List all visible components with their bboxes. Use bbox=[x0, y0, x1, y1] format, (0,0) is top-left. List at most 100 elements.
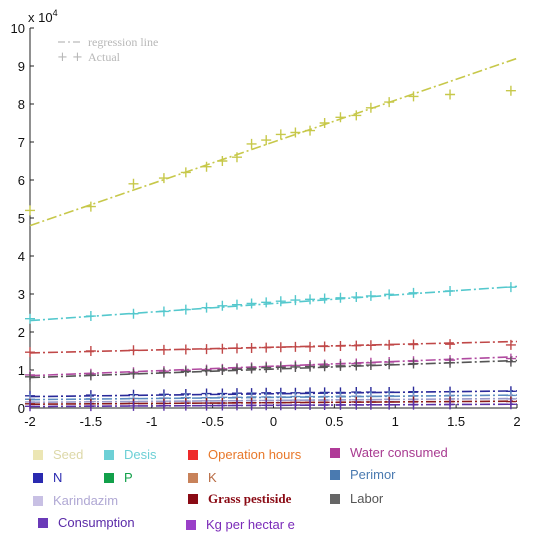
legend-label: P bbox=[124, 470, 133, 485]
series-seed bbox=[25, 57, 518, 227]
actual-point bbox=[85, 370, 96, 381]
regression-line bbox=[29, 57, 518, 227]
legend-label: Karindazim bbox=[53, 493, 119, 508]
legend-item-seed: Seed bbox=[33, 447, 83, 462]
actual-point bbox=[384, 359, 395, 370]
actual-point bbox=[275, 400, 286, 411]
actual-point bbox=[351, 292, 362, 303]
x-tick-label: -1.5 bbox=[80, 414, 102, 429]
actual-point bbox=[25, 313, 35, 324]
actual-point bbox=[445, 285, 456, 296]
actual-point bbox=[335, 399, 346, 410]
actual-point bbox=[505, 282, 516, 293]
y-multiplier-label: x 104 bbox=[28, 8, 58, 25]
actual-point bbox=[246, 400, 257, 411]
actual-point bbox=[201, 344, 212, 355]
actual-point bbox=[290, 361, 301, 372]
actual-point bbox=[231, 364, 242, 375]
actual-point bbox=[335, 112, 346, 123]
actual-point bbox=[246, 138, 257, 149]
actual-legend-label: Actual bbox=[88, 50, 121, 64]
regression-line bbox=[29, 403, 518, 408]
actual-point bbox=[231, 343, 242, 354]
actual-point bbox=[201, 161, 212, 172]
actual-point bbox=[384, 97, 395, 108]
legend-label: N bbox=[53, 470, 63, 485]
actual-point bbox=[365, 399, 376, 410]
actual-point bbox=[335, 341, 346, 352]
actual-point bbox=[180, 400, 191, 411]
actual-point bbox=[351, 110, 362, 121]
actual-point bbox=[305, 361, 316, 372]
actual-point bbox=[351, 360, 362, 371]
legend-item-consumption: Consumption bbox=[38, 515, 135, 530]
actual-point bbox=[445, 399, 456, 410]
actual-point bbox=[261, 400, 272, 411]
regression-line bbox=[29, 390, 518, 398]
actual-point bbox=[158, 367, 169, 378]
legend-label: Operation hours bbox=[208, 447, 302, 462]
actual-point bbox=[231, 152, 242, 163]
actual-point bbox=[384, 399, 395, 410]
y-tick-label: 10 bbox=[11, 21, 25, 36]
regression-line bbox=[29, 340, 518, 354]
actual-point bbox=[85, 201, 96, 212]
actual-point bbox=[319, 118, 330, 128]
legend-label: Water consumed bbox=[350, 445, 448, 460]
actual-point bbox=[261, 297, 272, 308]
actual-point bbox=[128, 178, 139, 189]
legend-item-desis: Desis bbox=[104, 447, 157, 462]
actual-point bbox=[445, 89, 456, 100]
x-tick-label: 0.5 bbox=[325, 414, 343, 429]
regression-line bbox=[29, 355, 518, 377]
actual-point bbox=[180, 167, 191, 178]
actual-point bbox=[261, 135, 272, 146]
actual-point bbox=[180, 304, 191, 315]
actual-point bbox=[158, 400, 169, 411]
legend-swatch bbox=[38, 517, 48, 528]
actual-point bbox=[217, 343, 228, 354]
actual-point bbox=[201, 400, 212, 411]
legend-swatch bbox=[33, 495, 43, 506]
actual-point bbox=[261, 342, 272, 353]
actual-point bbox=[128, 368, 139, 379]
actual-point bbox=[25, 347, 35, 358]
series-consumption bbox=[25, 399, 518, 412]
actual-point bbox=[275, 296, 286, 307]
actual-point bbox=[275, 362, 286, 373]
y-tick-label: 6 bbox=[18, 173, 25, 188]
legend-item-labor: Labor bbox=[330, 491, 383, 506]
actual-point bbox=[319, 361, 330, 372]
actual-point bbox=[335, 292, 346, 303]
series-desis bbox=[25, 282, 518, 324]
series-labor bbox=[25, 356, 518, 382]
chart-series bbox=[25, 57, 518, 412]
legend-item-grass-pestiside: Grass pestiside bbox=[188, 491, 291, 507]
actual-point bbox=[128, 308, 139, 319]
series-operation-hours bbox=[25, 339, 518, 358]
actual-point bbox=[128, 345, 139, 356]
actual-point bbox=[351, 399, 362, 410]
y-tick-label: 7 bbox=[18, 135, 25, 150]
actual-point bbox=[305, 125, 316, 136]
actual-point bbox=[505, 85, 516, 96]
legend-item-water-consumed: Water consumed bbox=[330, 445, 448, 460]
x-tick-label: 1 bbox=[392, 414, 399, 429]
legend-swatch bbox=[104, 449, 114, 460]
actual-point bbox=[408, 358, 419, 369]
actual-point bbox=[201, 302, 212, 313]
x-tick-label: 1.5 bbox=[447, 414, 465, 429]
actual-point bbox=[217, 400, 228, 411]
y-tick-label: 5 bbox=[18, 211, 25, 226]
legend-swatch bbox=[104, 472, 114, 483]
actual-point bbox=[275, 342, 286, 353]
actual-point bbox=[25, 371, 35, 382]
actual-point bbox=[319, 399, 330, 410]
legend-item-operation-hours: Operation hours bbox=[188, 447, 301, 462]
x-tick-label: 2 bbox=[513, 414, 520, 429]
y-ticks: 0 1 2 3 4 5 6 7 8 9 10 bbox=[11, 21, 34, 416]
actual-point bbox=[246, 298, 257, 309]
actual-point bbox=[445, 339, 456, 350]
actual-point bbox=[305, 400, 316, 411]
y-tick-label: 8 bbox=[18, 97, 25, 112]
